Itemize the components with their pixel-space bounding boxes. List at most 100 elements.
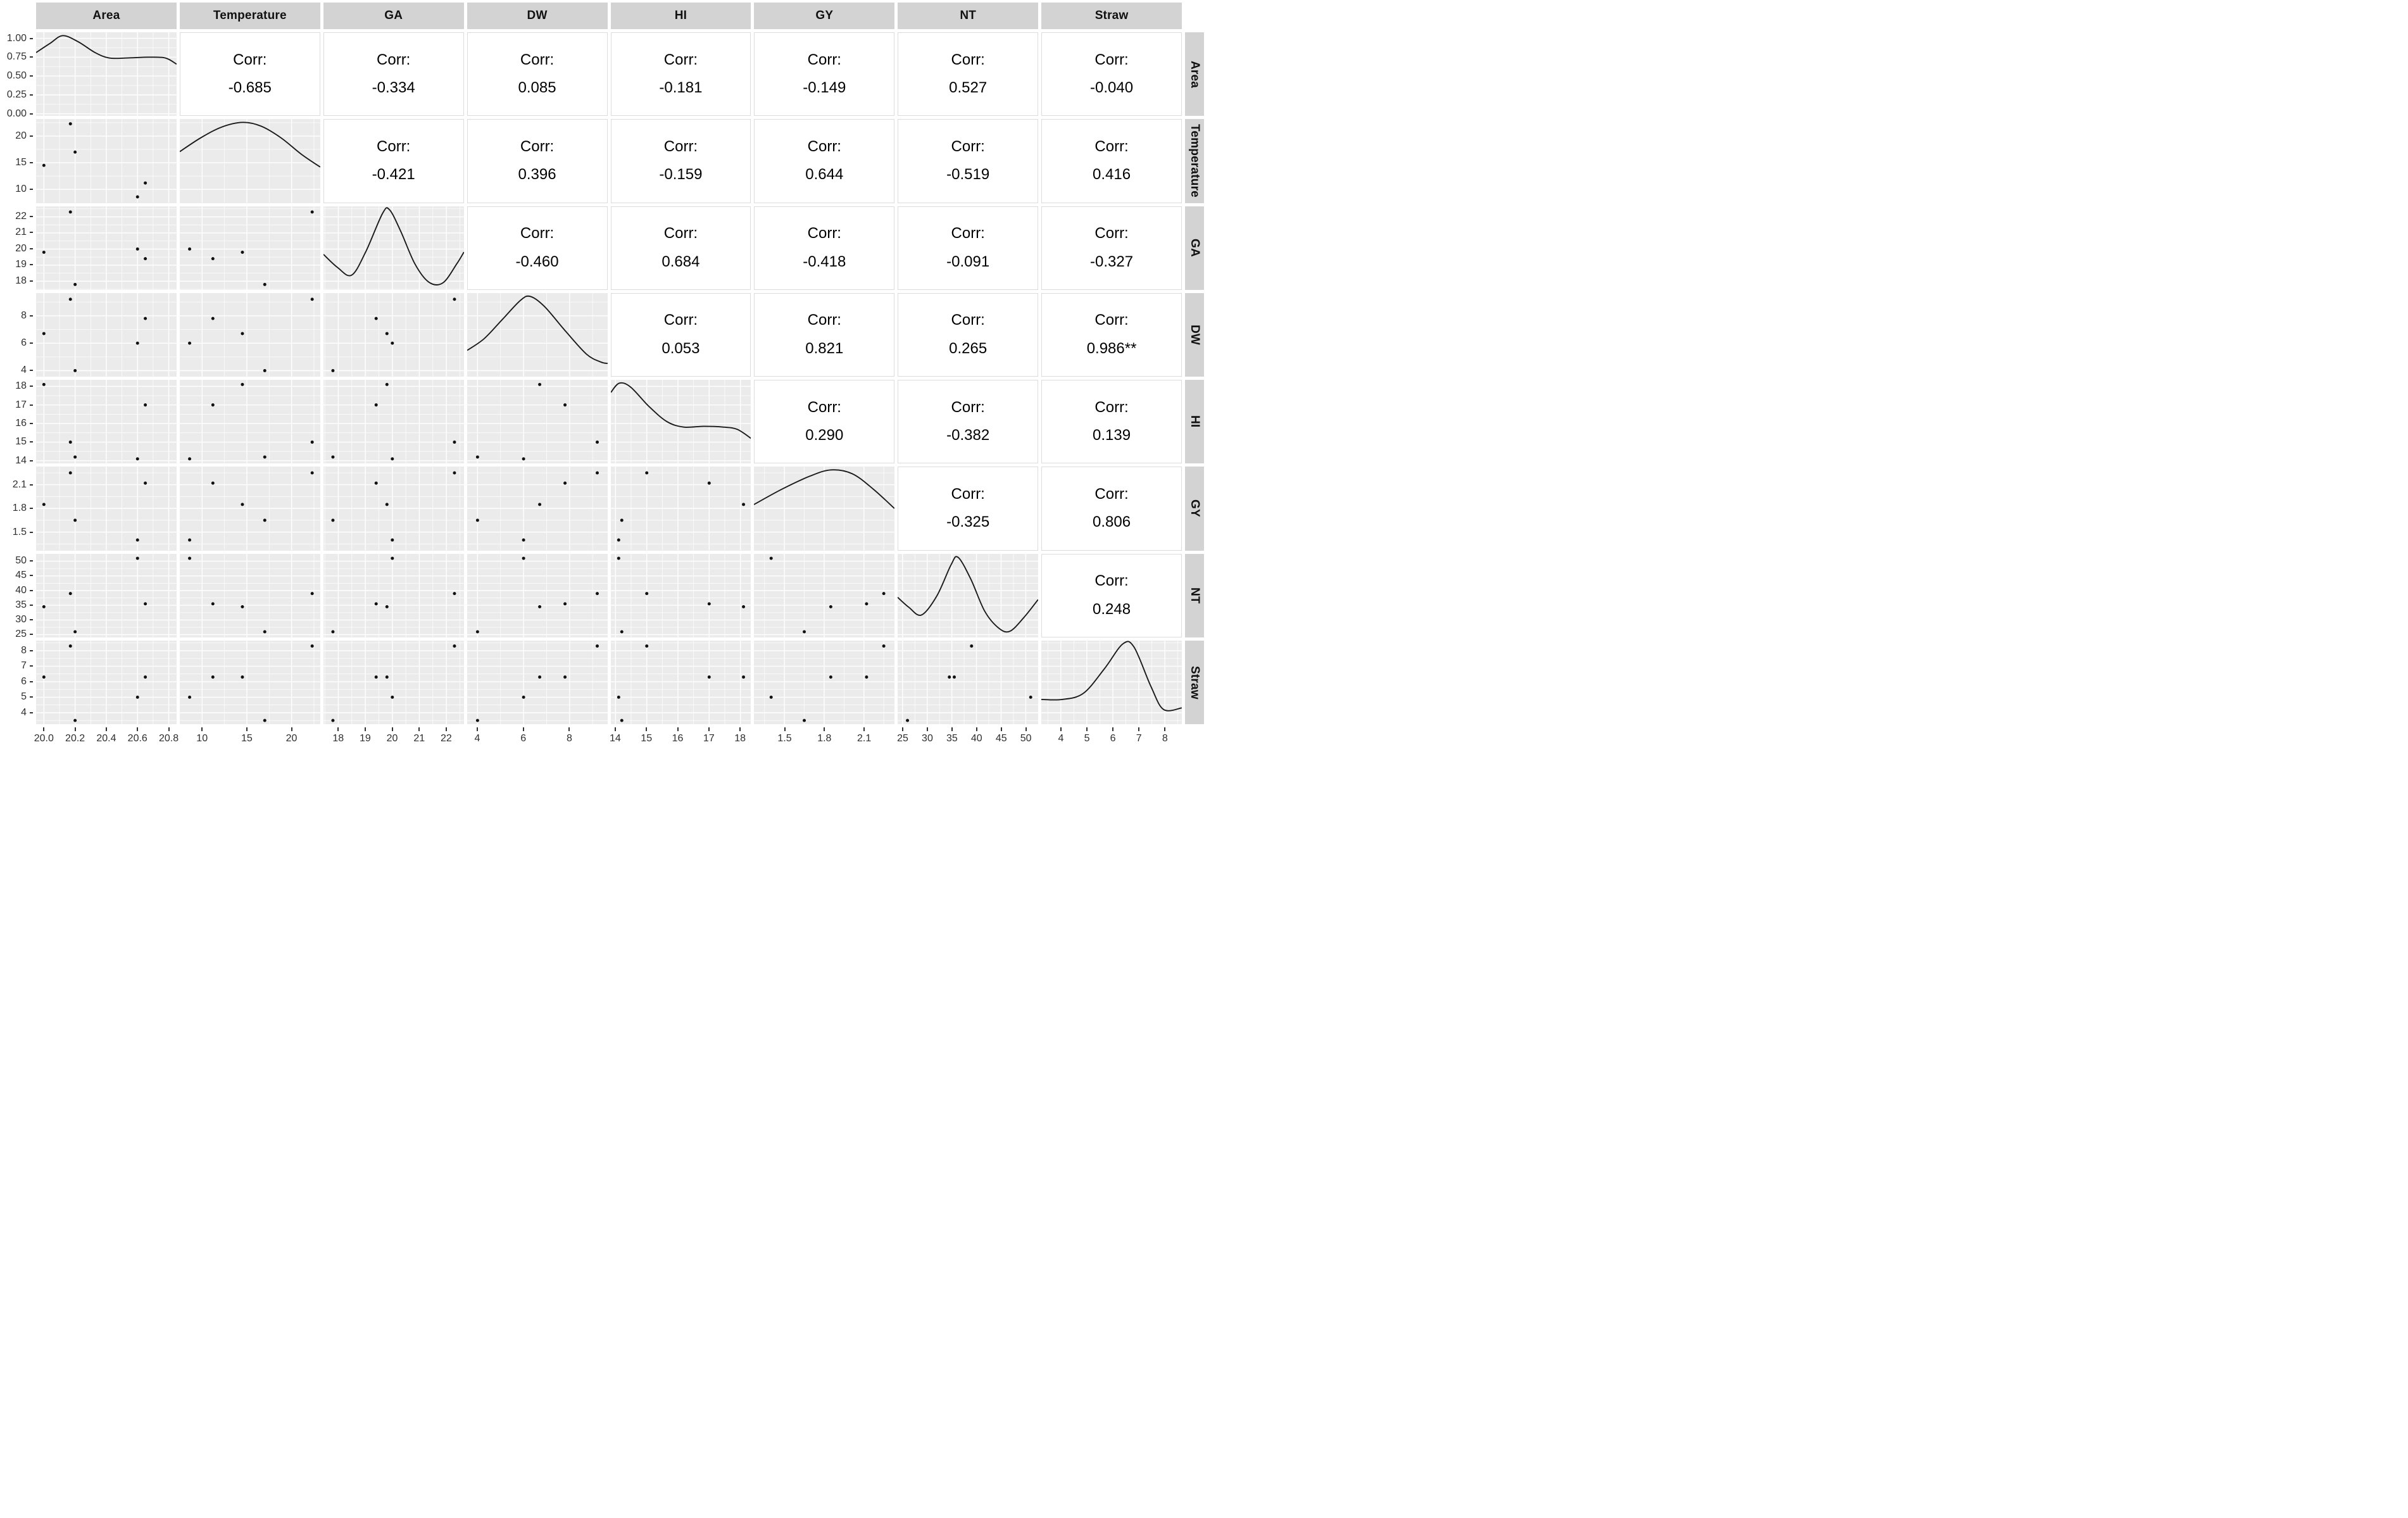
data-point — [475, 455, 479, 459]
data-point — [374, 675, 378, 679]
corr-panel-dw-gy: Corr: 0.821 — [754, 292, 895, 377]
corr-value: 0.248 — [1093, 600, 1131, 618]
x-tick-mark — [105, 727, 107, 731]
data-point — [829, 675, 833, 679]
corr-label: Corr: — [663, 311, 698, 329]
panel-canvas — [36, 119, 177, 203]
corr-panel-temperature-ga: Corr: -0.421 — [323, 119, 464, 203]
y-tick-label: 1.5 — [12, 526, 27, 537]
data-point — [73, 282, 77, 286]
corr-panel-area-temperature: Corr: -0.685 — [179, 32, 320, 116]
x-tick-mark — [824, 727, 825, 731]
panel-canvas — [36, 641, 177, 724]
corr-panel-dw-straw: Corr: 0.986** — [1041, 292, 1182, 377]
scatter-panel-area-vs-ga — [36, 206, 177, 290]
corr-value: -0.418 — [803, 253, 846, 270]
data-point — [882, 644, 886, 648]
data-point — [68, 471, 72, 475]
y-tick-label: 8 — [21, 310, 27, 321]
data-point — [73, 718, 77, 722]
x-tick-label: 45 — [995, 733, 1007, 744]
x-axis-hi: 14 15 16 17 18 — [609, 727, 751, 759]
y-tick-mark — [30, 575, 33, 577]
x-tick-label: 15 — [241, 733, 253, 744]
strip-right-dw: DW — [1185, 292, 1204, 377]
corr-panel-ga-dw: Corr: -0.460 — [467, 206, 608, 290]
panel-canvas — [180, 206, 320, 290]
scatter-panel-temperature-vs-ga — [179, 206, 320, 290]
y-tick-label: 18 — [15, 380, 27, 392]
x-tick-mark — [1112, 727, 1114, 731]
corr-value: 0.085 — [518, 79, 556, 97]
data-point — [263, 455, 267, 459]
corr-value: 0.821 — [805, 339, 844, 357]
data-point — [391, 538, 394, 542]
corr-value: -0.040 — [1090, 79, 1134, 97]
y-tick-mark — [30, 634, 33, 636]
corr-panel-area-ga: Corr: -0.334 — [323, 32, 464, 116]
y-tick-label: 20 — [15, 242, 27, 254]
corr-value: 0.684 — [662, 253, 700, 270]
x-tick-label: 6 — [1110, 733, 1116, 744]
y-tick-mark — [30, 649, 33, 651]
data-point — [187, 556, 191, 560]
x-tick-mark — [391, 727, 393, 731]
y-tick-mark — [30, 618, 33, 620]
data-point — [537, 605, 541, 608]
corr-label: Corr: — [377, 137, 411, 155]
y-tick-label: 8 — [21, 644, 27, 656]
y-tick-mark — [30, 386, 33, 387]
x-tick-label: 30 — [922, 733, 933, 744]
data-point — [770, 695, 774, 699]
data-point — [741, 605, 745, 608]
corr-label: Corr: — [951, 485, 985, 503]
panel-canvas — [36, 380, 177, 463]
data-point — [707, 675, 711, 679]
corr-label: Corr: — [951, 225, 985, 242]
y-tick-mark — [30, 712, 33, 713]
scatter-panel-nt-vs-straw — [898, 640, 1039, 724]
corr-value: 0.053 — [662, 339, 700, 357]
corr-panel-hi-straw: Corr: 0.139 — [1041, 380, 1182, 464]
x-tick-mark — [43, 727, 45, 731]
x-tick-label: 14 — [609, 733, 621, 744]
data-point — [73, 455, 77, 459]
panel-canvas — [180, 380, 320, 463]
x-tick-mark — [364, 727, 366, 731]
corr-label: Corr: — [520, 225, 555, 242]
y-tick-mark — [30, 75, 33, 77]
y-tick-mark — [30, 531, 33, 533]
scatter-panel-hi-vs-nt — [610, 553, 751, 637]
strip-right-hi: HI — [1185, 380, 1204, 464]
corr-label: Corr: — [520, 137, 555, 155]
data-point — [617, 538, 620, 542]
y-tick-label: 14 — [15, 455, 27, 466]
corr-panel-area-nt: Corr: 0.527 — [898, 32, 1039, 116]
density-panel-dw — [467, 292, 608, 377]
data-point — [135, 556, 139, 560]
data-point — [385, 382, 389, 386]
strip-top-area: Area — [36, 3, 177, 29]
panel-canvas — [36, 206, 177, 290]
data-point — [42, 675, 46, 679]
data-point — [144, 256, 147, 260]
corr-value: 0.527 — [949, 79, 988, 97]
y-tick-label: 1.8 — [12, 503, 27, 514]
corr-value: -0.382 — [946, 427, 990, 444]
data-point — [453, 440, 456, 444]
scatter-panel-temperature-vs-hi — [179, 380, 320, 464]
scatter-panel-ga-vs-straw — [323, 640, 464, 724]
x-tick-label: 18 — [332, 733, 344, 744]
x-tick-label: 50 — [1020, 733, 1032, 744]
x-axis-temperature: 10 15 20 — [180, 727, 320, 759]
x-tick-mark — [1086, 727, 1088, 731]
corr-value: -0.181 — [659, 79, 703, 97]
data-point — [310, 297, 314, 301]
data-point — [374, 403, 378, 407]
data-point — [68, 440, 72, 444]
y-tick-label: 0.00 — [6, 108, 27, 119]
x-tick-label: 21 — [413, 733, 425, 744]
strip-right-nt: NT — [1185, 553, 1204, 637]
data-point — [68, 210, 72, 213]
x-tick-mark — [677, 727, 679, 731]
